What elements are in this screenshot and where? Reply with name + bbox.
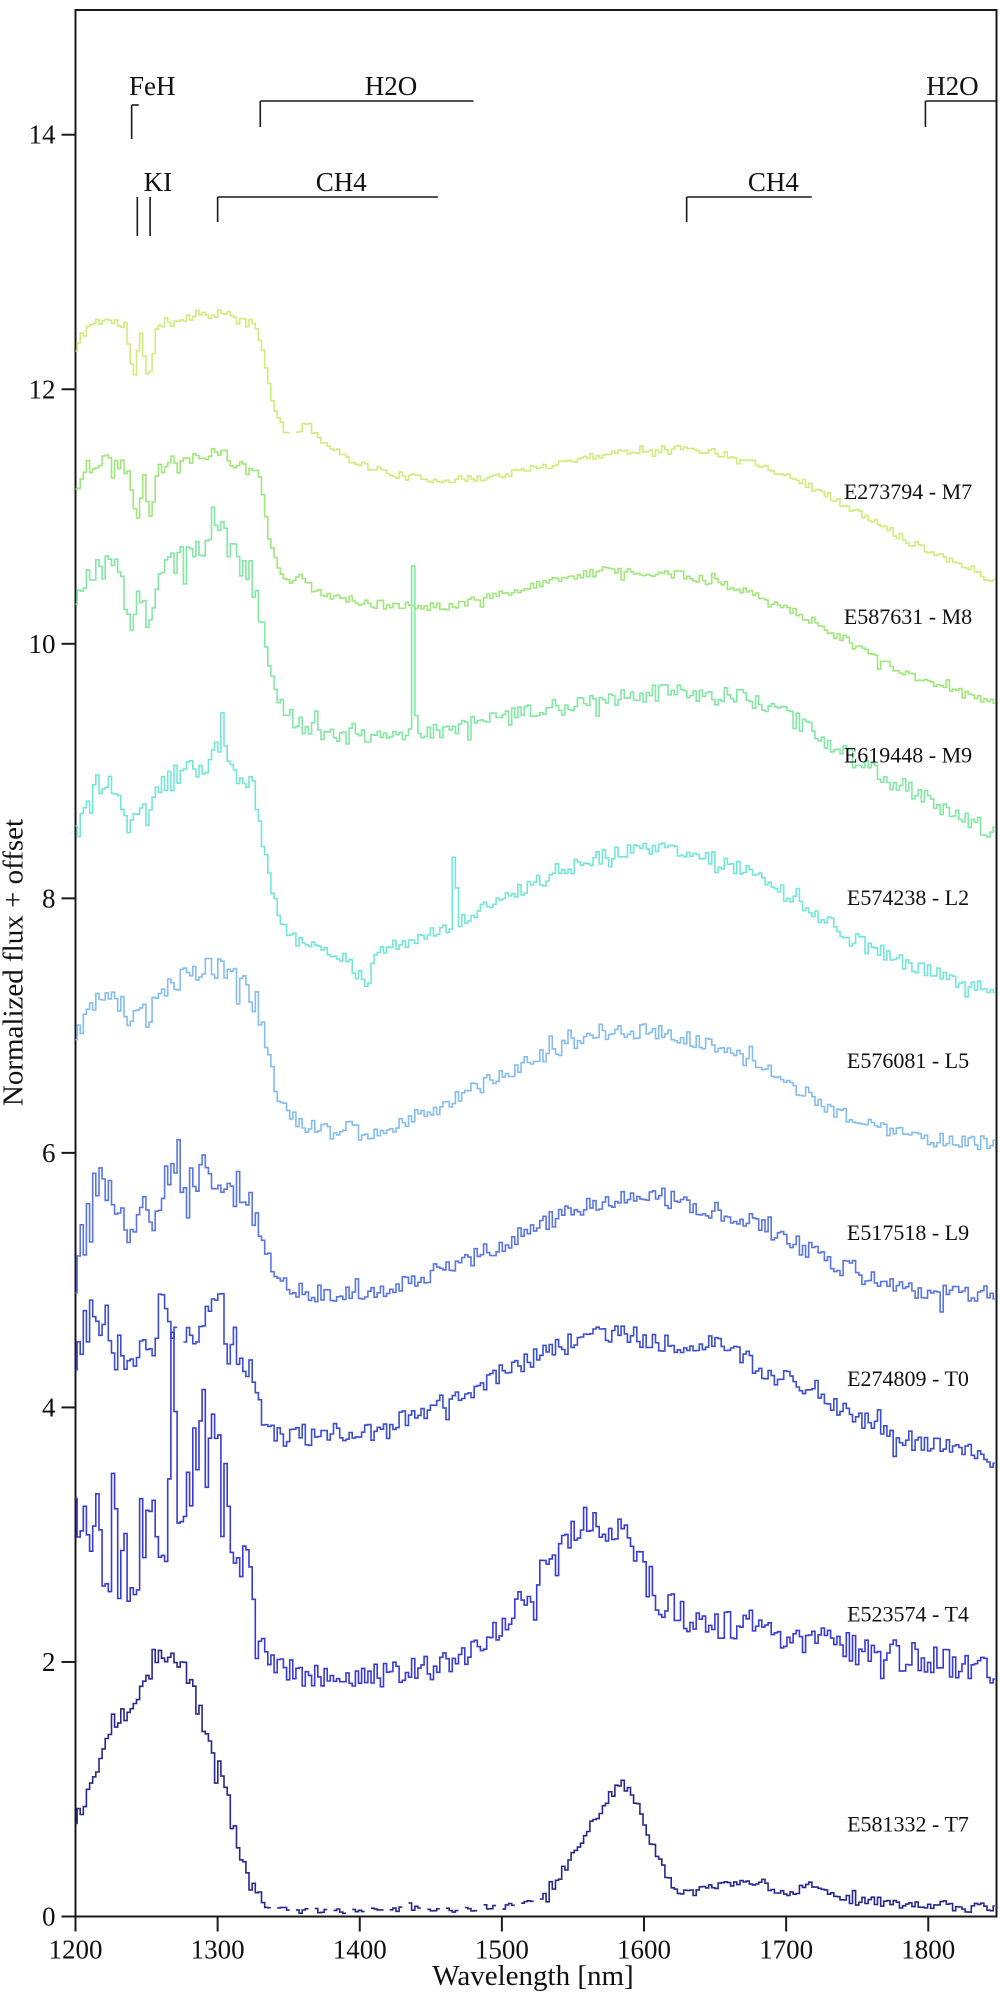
series-label-t7: E581332 - T7 <box>847 1812 969 1837</box>
ki-label: KI <box>144 167 173 197</box>
y-tick-label: 14 <box>29 120 57 150</box>
y-tick-label: 0 <box>42 1902 56 1932</box>
spectrum-m9 <box>75 506 995 838</box>
band-label-ch4: CH4 <box>316 167 368 197</box>
spectrum-t4 <box>75 1331 995 1688</box>
band-label-ch4: CH4 <box>748 167 800 197</box>
band-label-h2o: H2O <box>926 71 979 101</box>
y-tick-label: 12 <box>29 374 56 404</box>
spectrum-t7 <box>75 1648 995 1915</box>
series-label-t0: E274809 - T0 <box>847 1366 969 1391</box>
x-tick-label: 1600 <box>617 1935 671 1965</box>
spectrum-m8 <box>75 447 995 704</box>
series-label-l5: E576081 - L5 <box>847 1048 969 1073</box>
series-label-m8: E587631 - M8 <box>844 604 972 629</box>
x-tick-label: 1300 <box>191 1935 245 1965</box>
y-tick-label: 6 <box>42 1138 56 1168</box>
x-tick-label: 1700 <box>759 1935 813 1965</box>
spectrum-t0 <box>75 1292 995 1468</box>
spectrum-l2 <box>75 712 995 998</box>
series-label-m7: E273794 - M7 <box>844 479 972 504</box>
series-label-t4: E523574 - T4 <box>847 1602 969 1627</box>
x-axis-title: Wavelength [nm] <box>432 1960 634 1992</box>
series-label-l2: E574238 - L2 <box>847 885 969 910</box>
x-tick-label: 1400 <box>333 1935 387 1965</box>
series-label-l9: E517518 - L9 <box>847 1220 969 1245</box>
y-axis-title: Normalized flux + offset <box>0 818 30 1107</box>
x-tick-label: 1800 <box>901 1935 955 1965</box>
y-tick-label: 8 <box>42 883 56 913</box>
feh-label: FeH <box>129 71 176 101</box>
y-tick-label: 2 <box>42 1647 56 1677</box>
band-label-h2o: H2O <box>365 71 418 101</box>
spectrum-m7 <box>75 309 995 582</box>
spectrum-l9 <box>75 1138 995 1313</box>
spectrum-l5 <box>75 957 995 1151</box>
plot-border <box>74 9 998 1918</box>
y-tick-label: 4 <box>42 1392 56 1422</box>
series-label-m9: E619448 - M9 <box>844 743 972 768</box>
x-tick-label: 1500 <box>475 1935 529 1965</box>
y-tick-label: 10 <box>29 629 56 659</box>
x-tick-label: 1200 <box>49 1935 103 1965</box>
